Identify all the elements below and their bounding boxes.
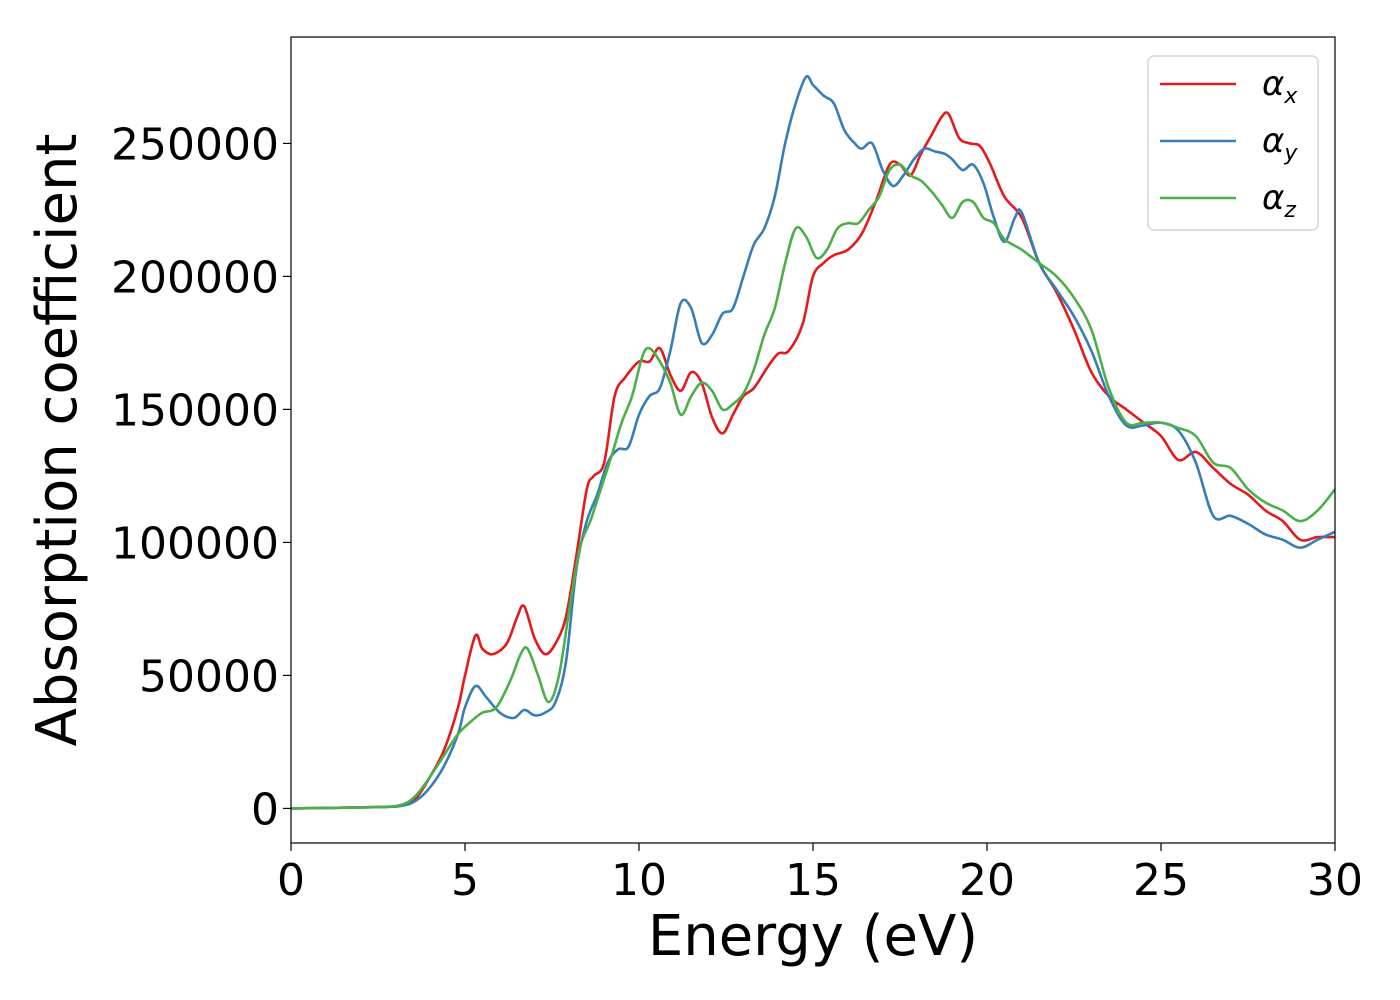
y-axis: 0 50000 100000 150000 200000 250000: [111, 119, 291, 835]
y-axis-label: Absorption coefficient: [25, 134, 90, 747]
x-axis-label: Energy (eV): [648, 904, 978, 969]
y-tick-label: 150000: [111, 385, 279, 436]
x-tick-label: 20: [959, 855, 1015, 906]
x-tick-label: 30: [1307, 855, 1363, 906]
x-tick-label: 25: [1133, 855, 1189, 906]
series-layer: [291, 74, 1335, 810]
y-tick-label: 0: [251, 784, 279, 835]
x-axis: 0 5 10 15 20 25 30: [277, 843, 1363, 906]
x-tick-label: 0: [277, 855, 305, 906]
series-line-z: [291, 163, 1335, 810]
y-tick-label: 250000: [111, 119, 279, 170]
x-tick-label: 10: [611, 855, 667, 906]
series-line-y: [291, 74, 1335, 810]
x-tick-label: 15: [785, 855, 841, 906]
x-tick-label: 5: [451, 855, 479, 906]
y-tick-label: 200000: [111, 252, 279, 303]
legend-frame: [1147, 55, 1319, 231]
y-tick-label: 100000: [111, 518, 279, 569]
y-tick-label: 50000: [139, 651, 279, 702]
